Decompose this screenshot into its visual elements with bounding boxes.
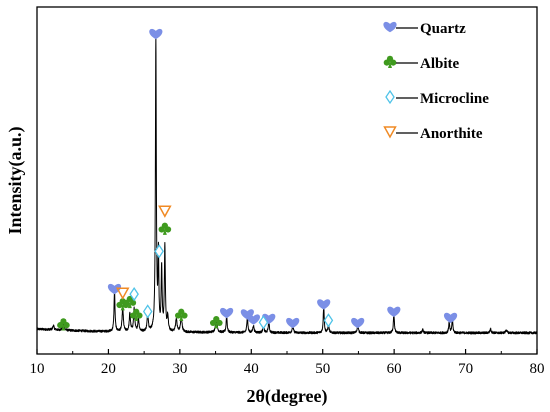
phase-markers <box>57 28 458 331</box>
microcline-peak-marker <box>154 244 164 259</box>
quartz-peak-marker <box>351 317 365 329</box>
legend-item-quartz: Quartz <box>383 21 466 37</box>
microcline-legend-icon <box>385 89 395 105</box>
x-tick-label: 30 <box>172 361 187 377</box>
albite-peak-marker <box>123 295 137 309</box>
albite-peak-marker <box>57 318 70 331</box>
microcline-peak-marker <box>323 313 334 328</box>
plot-content <box>36 34 538 335</box>
albite-peak-marker <box>129 308 143 321</box>
x-tick-label: 20 <box>101 361 116 377</box>
legend-label: Albite <box>420 56 460 72</box>
legend-label: Microcline <box>420 91 489 107</box>
x-tick-label: 10 <box>30 361 45 377</box>
quartz-peak-marker <box>107 283 122 295</box>
x-tick-label: 70 <box>458 361 473 377</box>
anorthite-peak-marker <box>158 205 172 218</box>
albite-peak-marker <box>158 222 172 235</box>
quartz-legend-icon <box>383 21 397 33</box>
microcline-peak-marker <box>142 304 153 319</box>
plot-frame <box>36 6 538 355</box>
x-tick-label: 80 <box>530 361 545 377</box>
microcline-peak-marker <box>129 286 139 302</box>
x-tick-label: 40 <box>244 361 259 377</box>
quartz-peak-marker <box>387 306 401 317</box>
quartz-peak-marker <box>317 299 331 310</box>
albite-legend-icon <box>383 55 397 68</box>
x-tick-label: 60 <box>387 361 402 377</box>
quartz-peak-marker <box>286 317 300 329</box>
quartz-peak-marker <box>443 312 458 324</box>
albite-peak-marker <box>209 316 223 329</box>
quartz-peak-marker <box>246 314 261 325</box>
quartz-peak-marker <box>220 307 234 319</box>
anorthite-legend-icon <box>383 126 397 139</box>
legend-label: Quartz <box>420 21 466 37</box>
x-axis-ticks: 10 20 30 40 50 60 70 80 <box>30 349 545 377</box>
microcline-peak-marker <box>258 315 269 330</box>
xrd-pattern-line <box>36 34 538 335</box>
x-tick-label: 50 <box>315 361 330 377</box>
anorthite-peak-marker <box>115 287 130 300</box>
legend-item-anorthite: Anorthite <box>383 126 483 142</box>
x-axis-title: 2θ(degree) <box>246 386 327 407</box>
legend-label: Anorthite <box>420 126 483 142</box>
quartz-peak-marker <box>149 28 163 40</box>
legend-item-albite: Albite <box>383 55 460 72</box>
y-axis-title: Intensity(a.u.) <box>5 126 26 234</box>
legend-item-microcline: Microcline <box>385 89 489 107</box>
legend: Quartz Albite Microcline Anorthite <box>383 21 489 142</box>
albite-peak-marker <box>174 308 188 321</box>
